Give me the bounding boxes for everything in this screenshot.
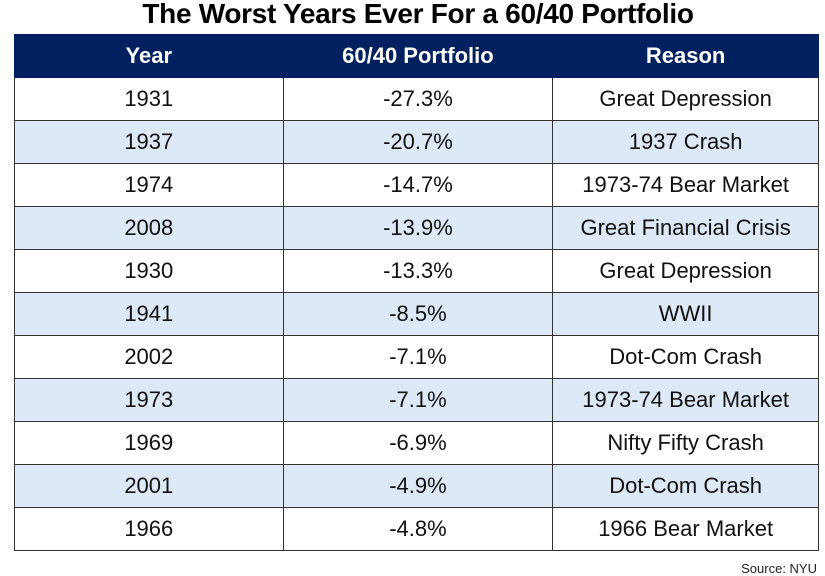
table-row: 2001 -4.9% Dot-Com Crash [14,464,819,508]
return-cell: -27.3% [282,77,554,121]
year-cell: 1931 [14,77,284,121]
year-cell: 2002 [14,335,284,379]
table-row: 1969 -6.9% Nifty Fifty Crash [14,421,819,465]
year-cell: 1969 [14,421,284,465]
return-cell: -20.7% [282,120,554,164]
year-cell: 1930 [14,249,284,293]
reason-cell: 1966 Bear Market [552,507,819,551]
year-cell: 1941 [14,292,284,336]
return-cell: -7.1% [282,378,554,422]
table-title: The Worst Years Ever For a 60/40 Portfol… [142,0,694,29]
return-cell: -14.7% [282,163,554,207]
return-cell: -13.3% [282,249,554,293]
column-header: Year [14,34,284,78]
column-header: 60/40 Portfolio [282,34,554,78]
table-row: 1974 -14.7% 1973-74 Bear Market [14,163,819,207]
table-row: 1973 -7.1% 1973-74 Bear Market [14,378,819,422]
table-row: 1966 -4.8% 1966 Bear Market [14,507,819,551]
reason-cell: Great Financial Crisis [552,206,819,250]
table-row: 1930 -13.3% Great Depression [14,249,819,293]
reason-cell: Great Depression [552,77,819,121]
return-cell: -6.9% [282,421,554,465]
year-cell: 2001 [14,464,284,508]
year-cell: 1973 [14,378,284,422]
year-cell: 1937 [14,120,284,164]
return-cell: -4.9% [282,464,554,508]
reason-cell: Dot-Com Crash [552,464,819,508]
table-row: 1931 -27.3% Great Depression [14,77,819,121]
source-note: Source: NYU [741,561,817,576]
table-row: 2008 -13.9% Great Financial Crisis [14,206,819,250]
table-row: 1937 -20.7% 1937 Crash [14,120,819,164]
table-row: 1941 -8.5% WWII [14,292,819,336]
column-header: Reason [552,34,819,78]
reason-cell: 1973-74 Bear Market [552,163,819,207]
reason-cell: Nifty Fifty Crash [552,421,819,465]
reason-cell: 1937 Crash [552,120,819,164]
data-table: Year 60/40 Portfolio Reason 1931 -27.3% Grea… [14,34,819,551]
reason-cell: WWII [552,292,819,336]
table-row: 2002 -7.1% Dot-Com Crash [14,335,819,379]
return-cell: -7.1% [282,335,554,379]
reason-cell: 1973-74 Bear Market [552,378,819,422]
year-cell: 1974 [14,163,284,207]
return-cell: -8.5% [282,292,554,336]
year-cell: 1966 [14,507,284,551]
return-cell: -13.9% [282,206,554,250]
reason-cell: Great Depression [552,249,819,293]
reason-cell: Dot-Com Crash [552,335,819,379]
return-cell: -4.8% [282,507,554,551]
header-row: Year 60/40 Portfolio Reason [14,34,819,78]
year-cell: 2008 [14,206,284,250]
